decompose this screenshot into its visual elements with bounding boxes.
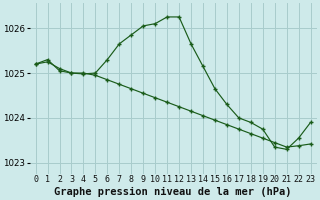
X-axis label: Graphe pression niveau de la mer (hPa): Graphe pression niveau de la mer (hPa)	[54, 186, 292, 197]
